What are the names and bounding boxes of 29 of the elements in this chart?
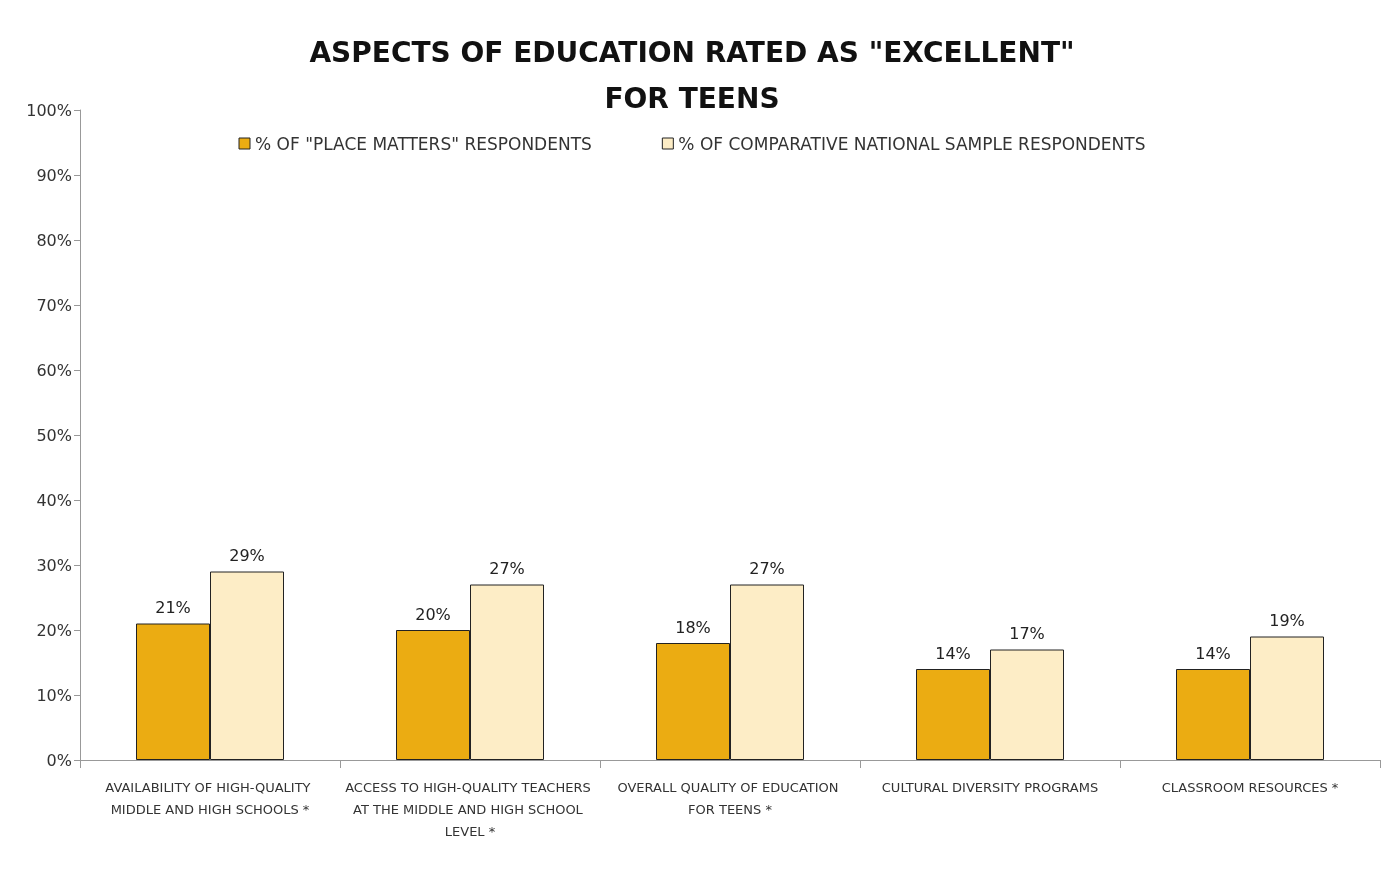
y-tick-label: 100% <box>26 100 72 120</box>
x-tick-label: CLASSROOM RESOURCES * <box>1161 779 1339 795</box>
data-label: 29% <box>229 546 265 565</box>
y-tick-label: 40% <box>36 490 72 510</box>
data-label: 14% <box>1195 643 1231 663</box>
data-label: 20% <box>415 604 451 624</box>
data-label: 27% <box>749 559 785 578</box>
y-tick-label: 90% <box>36 165 72 185</box>
chart-title: ASPECTS OF EDUCATION RATED AS "EXCELLENT" FOR TEENS <box>309 35 1075 115</box>
legend-label: % OF "PLACE MATTERS" RESPONDENTS <box>255 133 592 154</box>
data-label: 14% <box>935 643 971 663</box>
y-tick-label: 80% <box>36 230 72 250</box>
data-label: 27% <box>489 559 525 578</box>
x-tick-label: AVAILABILITY OF HIGH-QUALITY MIDDLE AND HIGH SCHOOLS * <box>105 779 315 817</box>
x-tick-label: OVERALL QUALITY OF EDUCATION FOR TEENS * <box>617 779 843 817</box>
y-tick-label: 60% <box>36 360 72 380</box>
legend-label: % OF COMPARATIVE NATIONAL SAMPLE RESPONDENTS <box>678 133 1146 154</box>
y-tick-label: 10% <box>36 685 72 705</box>
data-label: 19% <box>1269 611 1305 630</box>
data-label: 21% <box>155 598 191 617</box>
data-label: 18% <box>675 617 711 637</box>
y-tick-label: 0% <box>46 750 72 770</box>
y-tick-label: 30% <box>36 555 72 575</box>
y-tick-label: 50% <box>36 425 72 445</box>
data-label: 17% <box>1009 624 1045 643</box>
x-tick-label: CULTURAL DIVERSITY PROGRAMS <box>881 779 1099 795</box>
x-tick-label: ACCESS TO HIGH-QUALITY TEACHERS AT THE MIDDLE AND HIGH SCHOOL LEVEL * <box>345 779 595 839</box>
y-tick-label: 70% <box>36 295 72 315</box>
y-tick-label: 20% <box>36 620 72 640</box>
